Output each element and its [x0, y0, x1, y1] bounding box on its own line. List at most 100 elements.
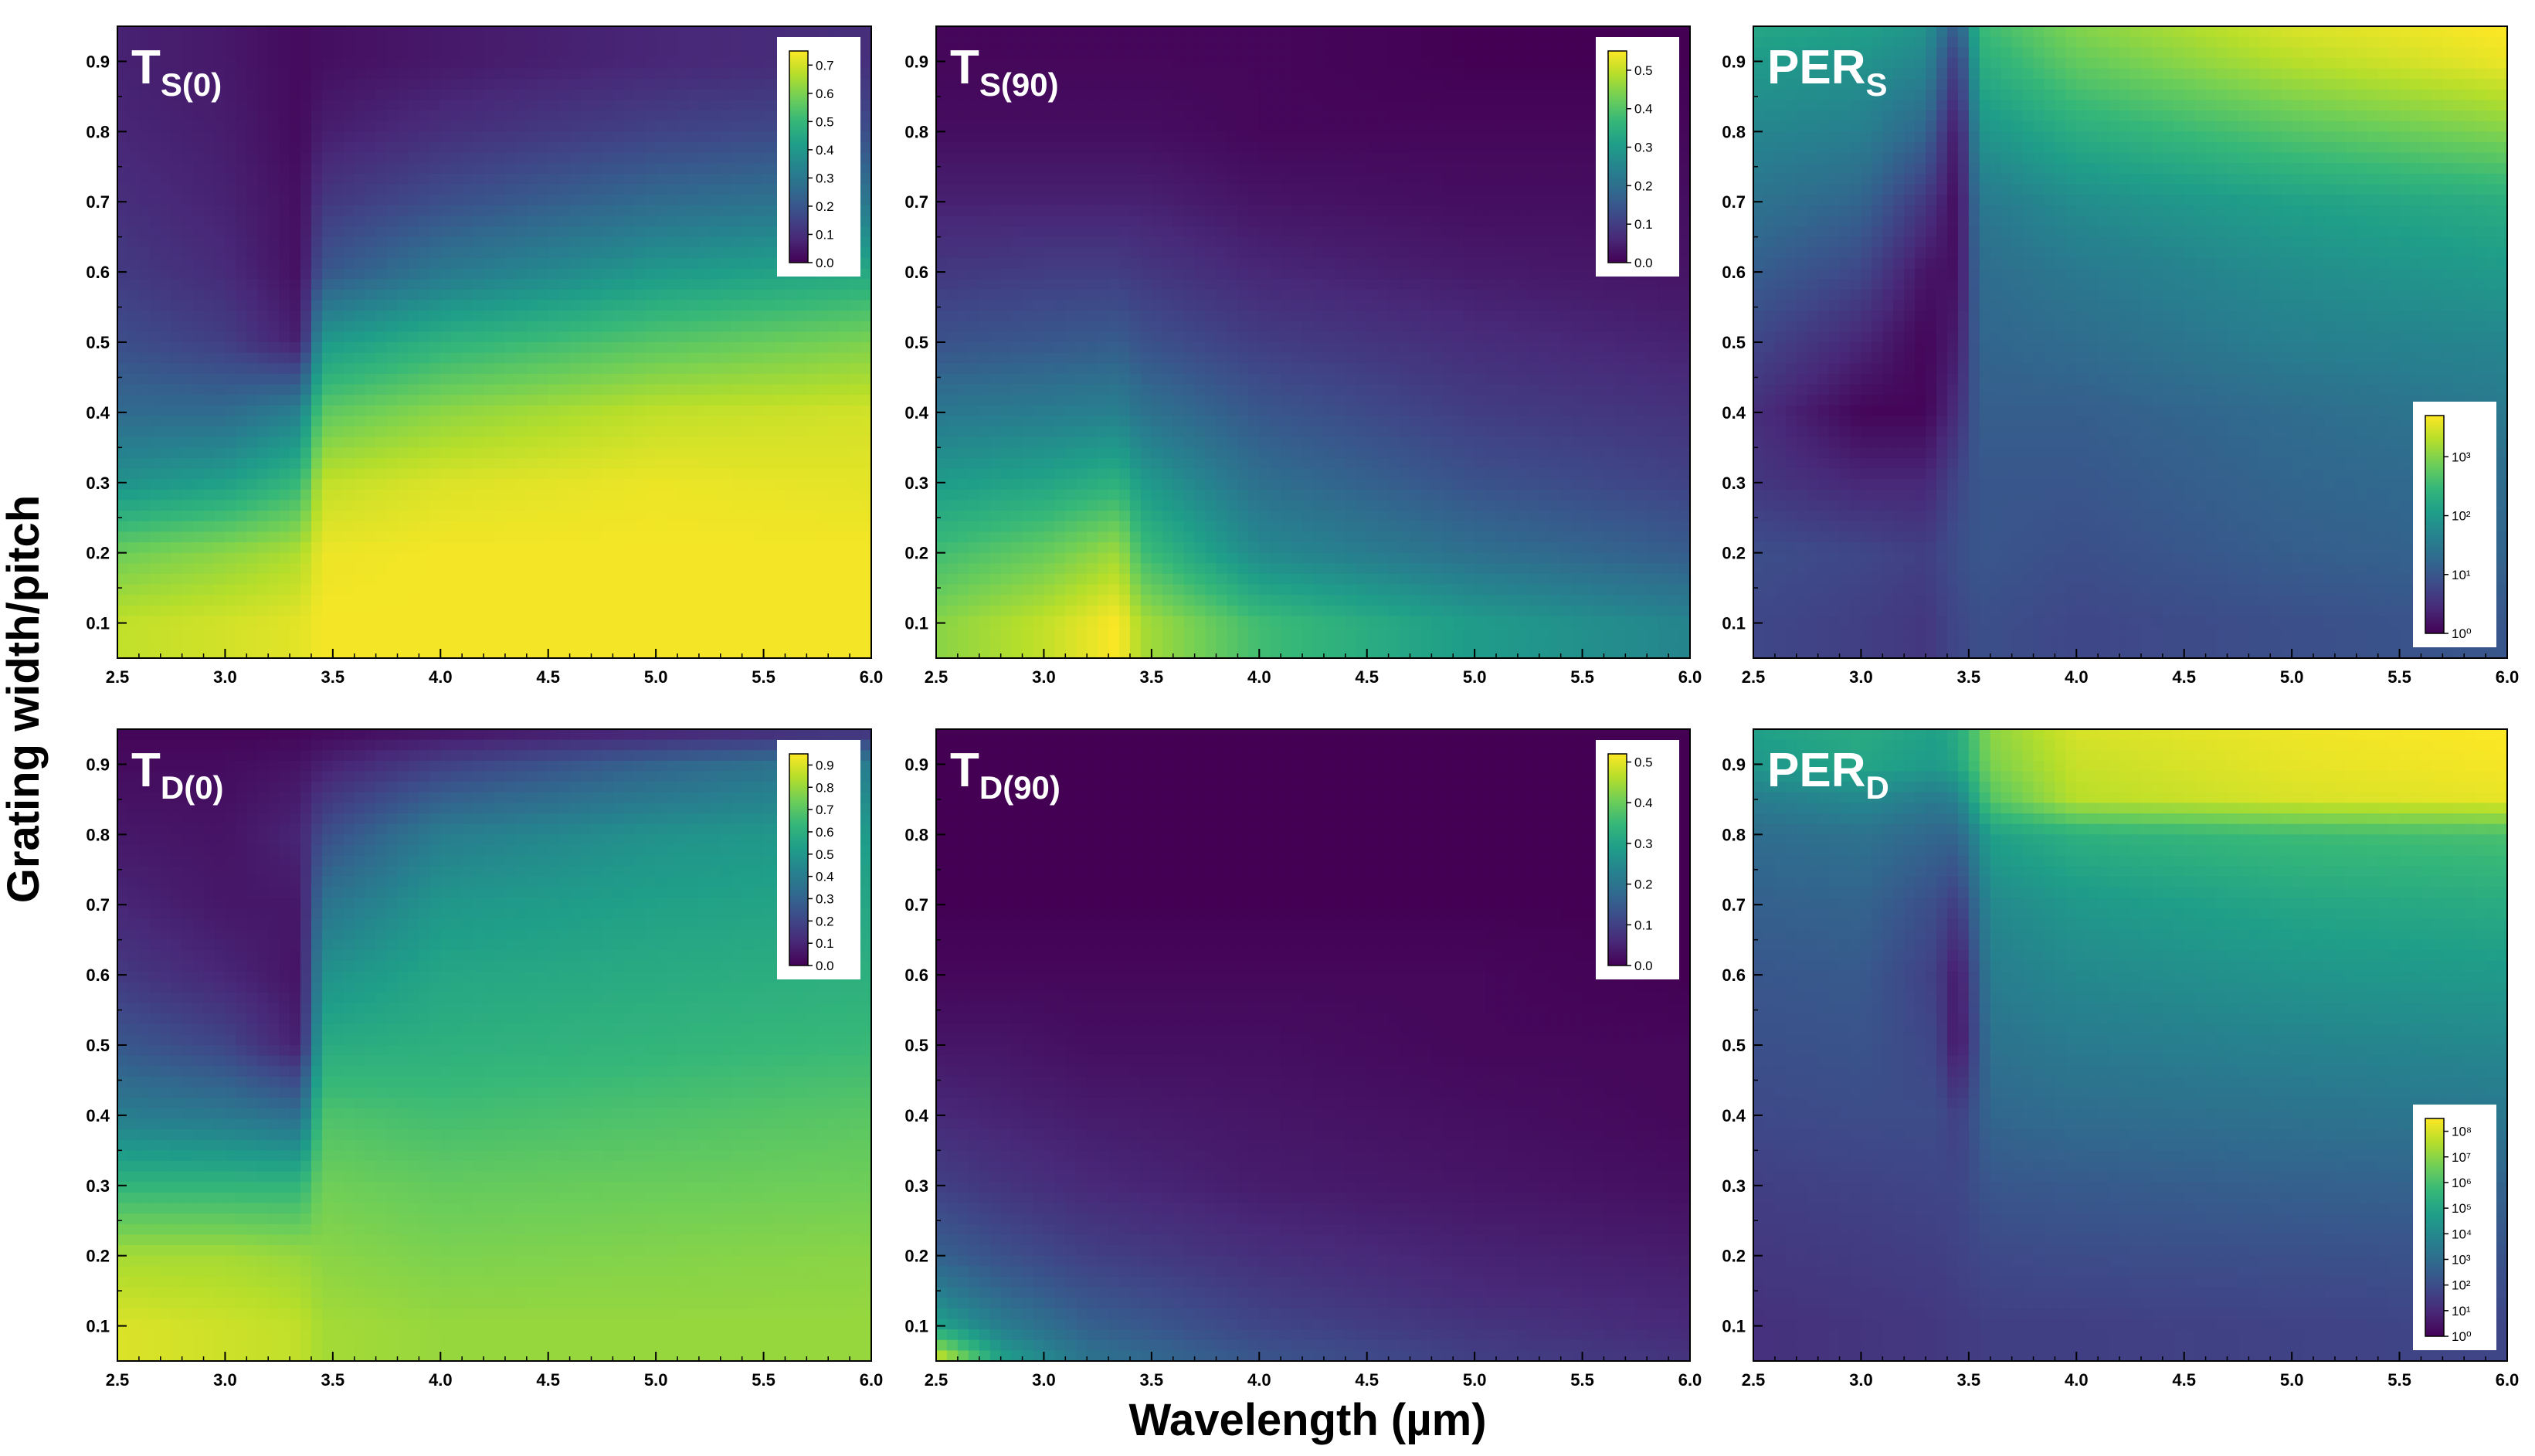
heatmap-cell: [268, 173, 280, 185]
heatmap-cell: [117, 289, 129, 301]
heatmap-cell: [149, 57, 161, 70]
heatmap-cell: [720, 236, 732, 248]
heatmap-cell: [687, 205, 700, 216]
heatmap-cell: [817, 342, 829, 354]
heatmap-cell: [451, 605, 463, 617]
heatmap-cell: [451, 321, 463, 332]
heatmap-cell: [257, 416, 269, 427]
heatmap-cell: [645, 531, 657, 543]
heatmap-cell: [741, 268, 754, 280]
heatmap-cell: [182, 36, 194, 48]
heatmap-cell: [687, 257, 700, 270]
heatmap-cell: [375, 468, 388, 480]
heatmap-cell: [731, 57, 743, 70]
heatmap-cell: [397, 468, 409, 480]
heatmap-cell: [300, 384, 312, 395]
heatmap-cell: [408, 89, 419, 101]
heatmap-cell: [214, 216, 226, 227]
heatmap-cell: [236, 110, 247, 122]
heatmap-cell: [451, 289, 463, 301]
heatmap-cell: [515, 247, 528, 259]
heatmap-cell: [451, 500, 463, 511]
heatmap-cell: [375, 26, 388, 38]
heatmap-cell: [462, 173, 473, 185]
heatmap-cell: [817, 521, 829, 532]
heatmap-cell: [548, 363, 560, 375]
heatmap-cell: [440, 279, 452, 290]
heatmap-cell: [526, 311, 538, 322]
heatmap-cell: [494, 47, 506, 59]
heatmap-cell: [645, 247, 657, 259]
heatmap-cell: [1302, 100, 1314, 111]
heatmap-cell: [257, 521, 269, 532]
heatmap-cell: [343, 511, 355, 522]
heatmap-cell: [290, 152, 301, 164]
heatmap-cell: [504, 531, 517, 543]
heatmap-cell: [300, 257, 312, 270]
heatmap-cell: [634, 331, 646, 343]
heatmap-cell: [1302, 68, 1314, 80]
heatmap-cell: [246, 141, 258, 154]
heatmap-cell: [321, 426, 334, 438]
heatmap-cell: [451, 636, 463, 648]
heatmap-cell: [634, 511, 646, 522]
heatmap-cell: [236, 205, 247, 216]
heatmap-cell: [504, 373, 517, 385]
heatmap-cell: [569, 542, 582, 554]
heatmap-cell: [440, 457, 452, 470]
heatmap-cell: [386, 300, 399, 311]
heatmap-cell: [828, 552, 840, 564]
heatmap-cell: [667, 521, 678, 532]
heatmap-cell: [160, 636, 172, 648]
heatmap-cell: [171, 352, 183, 364]
heatmap-cell: [623, 447, 635, 459]
heatmap-cell: [623, 468, 635, 480]
heatmap-cell: [182, 373, 194, 385]
heatmap-cell: [343, 195, 355, 206]
heatmap-cell: [138, 268, 151, 280]
heatmap-cell: [225, 226, 236, 238]
heatmap-cell: [354, 468, 366, 480]
heatmap-cell: [645, 584, 657, 596]
heatmap-cell: [785, 468, 796, 480]
heatmap-cell: [236, 395, 247, 406]
heatmap-cell: [494, 26, 506, 38]
heatmap-cell: [731, 489, 743, 501]
heatmap-cell: [257, 395, 269, 406]
heatmap-cell: [203, 152, 215, 164]
heatmap-cell: [667, 605, 678, 617]
heatmap-cell: [343, 457, 355, 470]
heatmap-cell: [537, 521, 549, 532]
heatmap-cell: [397, 373, 409, 385]
heatmap-cell: [1453, 100, 1464, 111]
heatmap-cell: [558, 268, 571, 280]
heatmap-cell: [741, 595, 754, 606]
heatmap-cell: [1313, 100, 1325, 111]
heatmap-cell: [1485, 68, 1497, 80]
heatmap-cell: [300, 195, 312, 206]
heatmap-cell: [290, 447, 301, 459]
heatmap-cell: [473, 521, 484, 532]
heatmap-cell: [268, 152, 280, 164]
heatmap-cell: [290, 279, 301, 290]
heatmap-cell: [127, 552, 140, 564]
heatmap-cell: [386, 352, 399, 364]
heatmap-cell: [192, 416, 205, 427]
heatmap-cell: [698, 521, 711, 532]
heatmap-cell: [117, 511, 129, 522]
heatmap-cell: [236, 405, 247, 417]
heatmap-cell: [484, 120, 495, 132]
heatmap-cell: [171, 163, 183, 175]
heatmap-cell: [1506, 79, 1519, 90]
heatmap-cell: [602, 205, 613, 216]
heatmap-cell: [515, 500, 528, 511]
heatmap-cell: [451, 595, 463, 606]
heatmap-cell: [763, 363, 775, 375]
heatmap-cell: [677, 321, 689, 332]
heatmap-cell: [192, 279, 205, 290]
heatmap-cell: [1237, 89, 1249, 101]
heatmap-cell: [332, 26, 344, 38]
heatmap-cell: [839, 426, 850, 438]
heatmap-cell: [1442, 57, 1454, 70]
heatmap-cell: [473, 120, 484, 132]
